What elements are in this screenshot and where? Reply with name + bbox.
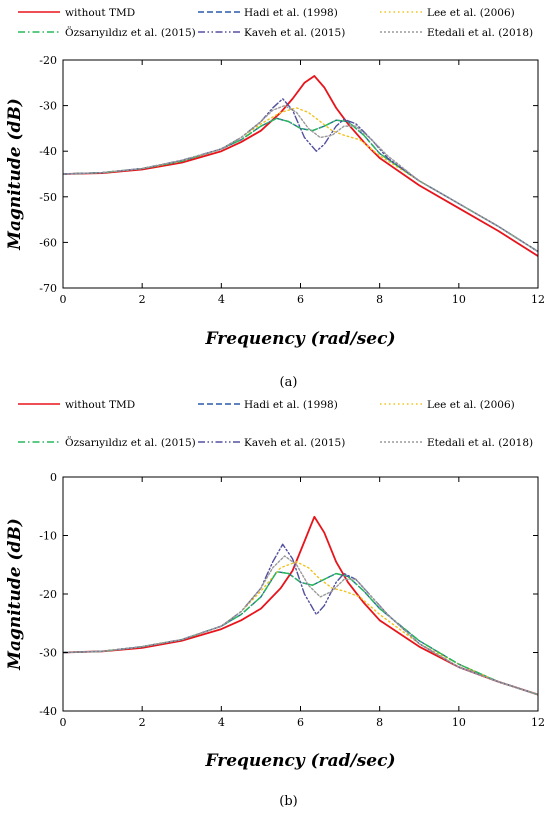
legend-label: Özsarıyıldız et al. (2015) bbox=[65, 435, 196, 449]
y-axis-title: Magnitude (dB) bbox=[5, 98, 25, 251]
x-tick-label: 0 bbox=[60, 293, 67, 306]
x-tick-label: 12 bbox=[531, 293, 545, 306]
plot-frame bbox=[62, 59, 539, 289]
x-tick-label: 2 bbox=[139, 293, 146, 306]
legend-label: Kaveh et al. (2015) bbox=[244, 27, 345, 39]
series-line bbox=[63, 571, 538, 696]
series-line bbox=[63, 515, 538, 696]
series-line bbox=[63, 98, 538, 253]
legend-label: Etedali et al. (2018) bbox=[427, 437, 533, 449]
y-tick-label: -60 bbox=[39, 236, 57, 249]
x-tick-label: 10 bbox=[452, 293, 466, 306]
x-tick-label: 8 bbox=[376, 293, 383, 306]
series-line bbox=[63, 117, 538, 253]
legend-label: Etedali et al. (2018) bbox=[427, 27, 533, 39]
y-tick-label: -30 bbox=[39, 100, 57, 113]
y-tick-label: -10 bbox=[39, 530, 57, 543]
legend-label: without TMD bbox=[65, 399, 135, 411]
series-line bbox=[63, 104, 538, 253]
series-line bbox=[63, 117, 538, 253]
chart-panel-2: without TMD Hadi et al. (1998) Lee et al. … bbox=[5, 399, 545, 809]
y-tick-label: -20 bbox=[39, 588, 57, 601]
y-tick-label: -30 bbox=[39, 647, 57, 660]
legend-label: without TMD bbox=[65, 7, 135, 19]
chart-panel-1: without TMD Hadi et al. (1998) Lee et al. … bbox=[5, 7, 545, 390]
x-tick-label: 6 bbox=[297, 716, 304, 729]
legend-label: Hadi et al. (1998) bbox=[244, 399, 338, 411]
x-tick-label: 0 bbox=[60, 716, 67, 729]
legend-label: Lee et al. (2006) bbox=[427, 7, 515, 19]
x-tick-label: 6 bbox=[297, 293, 304, 306]
series-line bbox=[63, 75, 538, 257]
y-tick-label: 0 bbox=[50, 471, 57, 484]
x-tick-label: 4 bbox=[218, 716, 225, 729]
x-tick-label: 2 bbox=[139, 716, 146, 729]
x-tick-label: 10 bbox=[452, 716, 466, 729]
legend-label: Lee et al. (2006) bbox=[427, 399, 515, 411]
x-tick-label: 8 bbox=[376, 716, 383, 729]
y-tick-label: -20 bbox=[39, 54, 57, 67]
y-axis-title: Magnitude (dB) bbox=[5, 518, 25, 671]
x-axis-title: Frequency (rad/sec) bbox=[204, 751, 395, 771]
y-tick-label: -70 bbox=[39, 282, 57, 295]
x-tick-label: 4 bbox=[218, 293, 225, 306]
legend-label: Hadi et al. (1998) bbox=[244, 7, 338, 19]
x-tick-label: 12 bbox=[531, 716, 545, 729]
y-tick-label: -40 bbox=[39, 145, 57, 158]
legend-label: Özsarıyıldız et al. (2015) bbox=[65, 25, 196, 39]
plot-frame bbox=[62, 476, 539, 712]
y-tick-label: -50 bbox=[39, 191, 57, 204]
panel-caption: (b) bbox=[279, 794, 297, 809]
series-line bbox=[63, 555, 538, 696]
series-line bbox=[63, 543, 538, 696]
legend-label: Kaveh et al. (2015) bbox=[244, 437, 345, 449]
y-tick-label: -40 bbox=[39, 705, 57, 718]
panel-caption: (a) bbox=[280, 375, 298, 390]
x-axis-title: Frequency (rad/sec) bbox=[204, 329, 395, 349]
series-line bbox=[63, 571, 538, 696]
